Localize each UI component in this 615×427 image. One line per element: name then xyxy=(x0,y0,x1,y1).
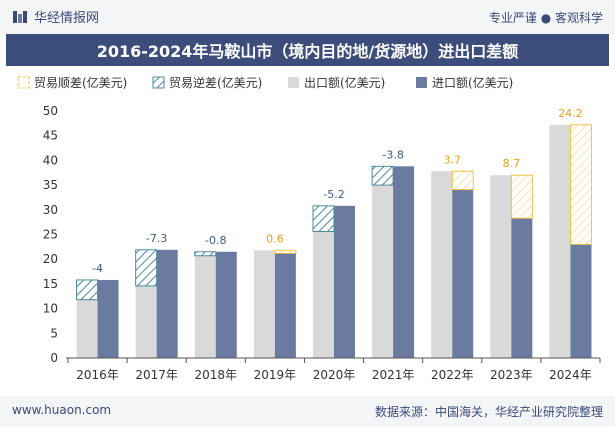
y-tick-label: 5 xyxy=(50,326,58,340)
x-tick-label: 2020年 xyxy=(313,368,356,382)
x-tick-label: 2023年 xyxy=(490,368,533,382)
export-bar xyxy=(490,175,512,358)
import-bar xyxy=(156,249,178,358)
y-tick-label: 25 xyxy=(43,228,58,242)
legend-swatch xyxy=(288,77,299,88)
brand: 华经情报网 xyxy=(12,7,99,26)
top-bar: 华经情报网 专业严谨 ● 客观科学 xyxy=(0,0,615,34)
x-tick-label: 2018年 xyxy=(195,368,238,382)
deficit-bar xyxy=(312,205,335,233)
website-link[interactable]: www.huaon.com xyxy=(12,403,112,417)
import-bar xyxy=(393,166,415,358)
bars: -4 -7.3 -0.8 0.6 -5.2 -3.8 3.7 8.7 24.2 xyxy=(76,107,592,358)
footer: www.huaon.com 数据来源：中国海关，华经产业研究院整理 xyxy=(0,396,615,427)
x-tick-label: 2021年 xyxy=(372,368,415,382)
balance-label: 8.7 xyxy=(503,157,521,170)
import-bar xyxy=(97,279,119,358)
chart-title: 2016-2024年马鞍山市（境内目的地/货源地）进出口差额 xyxy=(6,34,609,66)
legend-swatch xyxy=(416,77,427,88)
y-tick-label: 10 xyxy=(43,302,58,316)
x-tick-label: 2017年 xyxy=(135,368,178,382)
export-bar xyxy=(253,250,275,358)
y-tick-label: 30 xyxy=(43,203,58,217)
import-bar xyxy=(274,253,296,358)
deficit-bar xyxy=(135,249,158,287)
y-tick-label: 40 xyxy=(43,153,58,167)
y-axis: 0 5 10 15 20 25 30 35 40 45 50 xyxy=(43,104,58,365)
export-bar xyxy=(135,285,157,358)
y-tick-label: 20 xyxy=(43,252,58,266)
legend-label: 贸易顺差(亿美元) xyxy=(34,75,127,90)
x-tick-label: 2022年 xyxy=(431,368,474,382)
legend-label: 贸易逆差(亿美元) xyxy=(169,75,262,90)
legend-swatch xyxy=(152,76,165,89)
export-bar xyxy=(372,185,394,358)
y-tick-label: 15 xyxy=(43,277,58,291)
balance-label: -0.8 xyxy=(205,234,226,247)
balance-label: -4 xyxy=(92,262,103,275)
data-source: 数据来源：中国海关，华经产业研究院整理 xyxy=(374,405,603,419)
brand-name: 华经情报网 xyxy=(34,11,100,26)
balance-label: 3.7 xyxy=(443,153,461,166)
import-bar xyxy=(215,251,237,358)
legend: 贸易顺差(亿美元) 贸易逆差(亿美元) 出口额(亿美元) 进口额(亿美元) xyxy=(17,75,513,90)
deficit-bar xyxy=(194,251,217,257)
huajing-logo-icon xyxy=(13,10,27,23)
deficit-bar xyxy=(371,165,394,186)
y-tick-label: 0 xyxy=(50,351,58,365)
surplus-bar xyxy=(274,249,297,254)
bar-chart: 贸易顺差(亿美元) 贸易逆差(亿美元) 出口额(亿美元) 进口额(亿美元) 0 5 10 1… xyxy=(17,75,601,382)
surplus-bar xyxy=(569,124,592,245)
y-tick-label: 50 xyxy=(43,104,58,118)
balance-label: 24.2 xyxy=(558,107,583,120)
export-bar xyxy=(76,299,98,358)
legend-swatch xyxy=(17,76,30,89)
balance-label: -7.3 xyxy=(146,232,167,245)
balance-label: -5.2 xyxy=(323,188,344,201)
y-tick-label: 45 xyxy=(43,129,58,143)
x-tick-label: 2024年 xyxy=(549,368,592,382)
surplus-bar xyxy=(451,170,474,191)
surplus-bar xyxy=(510,174,533,219)
import-bar xyxy=(511,218,533,358)
import-bar xyxy=(570,244,592,358)
chart-area: 贸易顺差(亿美元) 贸易逆差(亿美元) 出口额(亿美元) 进口额(亿美元) 0 5 10 1… xyxy=(0,66,615,396)
import-bar xyxy=(334,205,355,358)
balance-label: -3.8 xyxy=(382,148,403,161)
legend-label: 出口额(亿美元) xyxy=(304,75,385,90)
deficit-bar xyxy=(76,279,99,301)
y-tick-label: 35 xyxy=(43,178,58,192)
import-bar xyxy=(452,189,474,358)
x-axis: 2016年 2017年 2018年 2019年 2020年 2021年 2022年 2023年… xyxy=(66,357,601,382)
export-bar xyxy=(194,255,216,358)
legend-label: 进口额(亿美元) xyxy=(432,75,513,90)
x-tick-label: 2016年 xyxy=(76,368,119,382)
export-bar xyxy=(549,124,571,358)
export-bar xyxy=(431,171,453,358)
export-bar xyxy=(313,231,334,358)
tagline: 专业严谨 ● 客观科学 xyxy=(488,11,603,25)
x-tick-label: 2019年 xyxy=(254,368,297,382)
balance-label: 0.6 xyxy=(266,232,284,245)
